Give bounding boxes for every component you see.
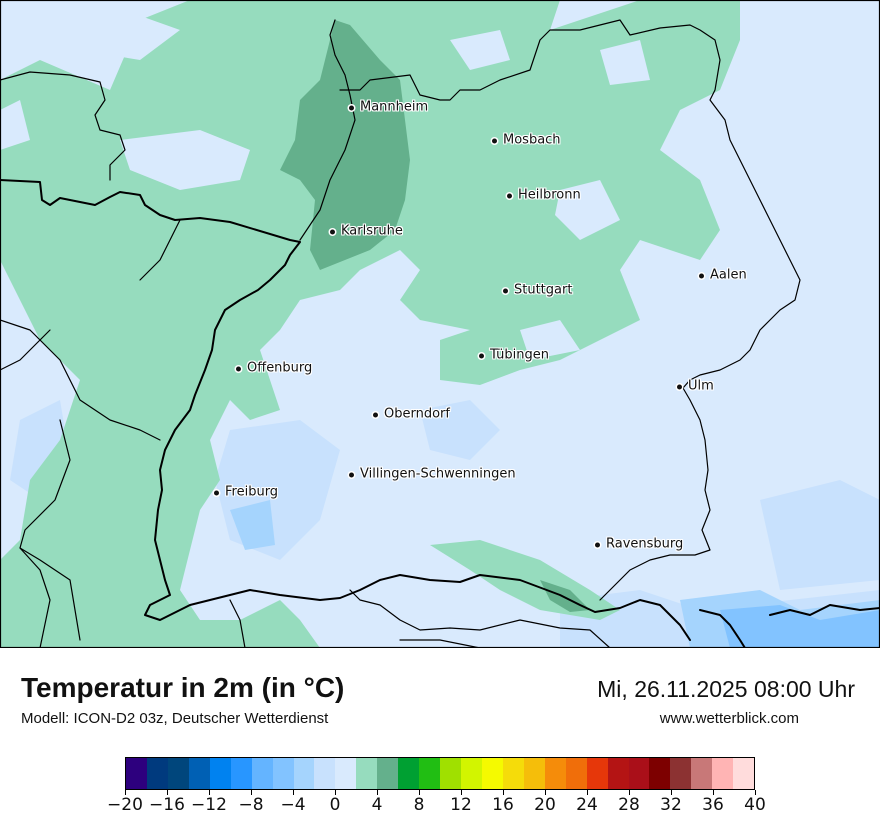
city-label-freiburg: Freiburg: [214, 485, 278, 500]
valid-datetime: Mi, 26.11.2025 08:00 Uhr: [597, 676, 855, 702]
temperature-colorbar: [125, 757, 755, 790]
colorbar-tick-mark: [251, 790, 252, 795]
colorbar-tick-mark: [377, 790, 378, 795]
colorbar-segment: [251, 758, 273, 789]
city-label-oberndorf: Oberndorf: [373, 407, 450, 422]
temperature-field: [0, 0, 880, 648]
city-label-ulm: Ulm: [677, 379, 714, 394]
city-label-aalen: Aalen: [699, 268, 747, 283]
city-dot-icon: [492, 138, 497, 144]
city-label-heilbronn: Heilbronn: [507, 188, 581, 203]
colorbar-ticks: −20 −16 −12 −8 −4 0 4 8 12 16 20 24 28 32 36 40: [107, 790, 766, 830]
city-dot-icon: [677, 384, 682, 390]
colorbar-tick-mark: [167, 790, 168, 795]
city-label-karlsruhe: Karlsruhe: [330, 224, 403, 239]
colorbar-tick-label: 20: [534, 795, 556, 815]
city-label-stuttgart: Stuttgart: [503, 283, 572, 298]
website-link[interactable]: www.wetterblick.com: [659, 710, 799, 727]
colorbar-segment: [502, 758, 524, 789]
colorbar-tick-mark: [587, 790, 588, 795]
colorbar-tick-mark: [293, 790, 294, 795]
city-dot-icon: [236, 366, 241, 372]
colorbar-segment: [314, 758, 336, 789]
colorbar-tick-mark: [461, 790, 462, 795]
colorbar-segment: [272, 758, 294, 789]
colorbar-segment: [335, 758, 357, 789]
colorbar-segment: [293, 758, 315, 789]
colorbar-segment: [649, 758, 671, 789]
colorbar-tick-label: 12: [450, 795, 472, 815]
colorbar-segment: [607, 758, 629, 789]
colorbar-segment: [356, 758, 378, 789]
colorbar-tick-mark: [545, 790, 546, 795]
colorbar-segment: [523, 758, 545, 789]
colorbar-tick-label: 0: [329, 795, 341, 815]
colorbar-tick-label: 40: [744, 795, 766, 815]
colorbar-tick-label: 8: [413, 795, 425, 815]
colorbar-tick-mark: [125, 790, 126, 795]
colorbar-segment: [230, 758, 252, 789]
colorbar-segment: [565, 758, 587, 789]
colorbar-segment: [209, 758, 231, 789]
city-dot-icon: [503, 288, 508, 294]
city-label-ravensburg: Ravensburg: [595, 537, 683, 552]
city-dot-icon: [699, 273, 704, 279]
colorbar-segment: [628, 758, 650, 789]
colorbar-tick-mark: [209, 790, 210, 795]
colorbar-segment: [712, 758, 734, 789]
colorbar-tick-label: 24: [576, 795, 598, 815]
colorbar-segment: [461, 758, 482, 789]
colorbar-tick-label: 36: [702, 795, 724, 815]
colorbar-tick-label: −12: [191, 795, 227, 815]
colorbar-segment: [398, 758, 420, 789]
colorbar-tick-label: 32: [660, 795, 682, 815]
colorbar-segment: [733, 758, 755, 789]
colorbar-tick-mark: [335, 790, 336, 795]
colorbar-tick-label: −4: [280, 795, 306, 815]
city-dot-icon: [507, 193, 512, 199]
colorbar-segment: [586, 758, 608, 789]
colorbar-segment: [188, 758, 210, 789]
colorbar-tick-mark: [755, 790, 756, 795]
colorbar-tick-label: −8: [238, 795, 264, 815]
city-dot-icon: [349, 105, 354, 111]
colorbar-segment: [377, 758, 399, 789]
city-label-mosbach: Mosbach: [492, 133, 561, 148]
colorbar-segment: [167, 758, 189, 789]
colorbar-segment: [544, 758, 566, 789]
colorbar-tick-label: 16: [492, 795, 514, 815]
colorbar-segment: [419, 758, 441, 789]
colorbar-tick-label: 28: [618, 795, 640, 815]
colorbar-tick-mark: [419, 790, 420, 795]
city-dot-icon: [349, 472, 354, 478]
city-label-villingen-schwenningen: Villingen-Schwenningen: [349, 467, 516, 482]
colorbar-segment: [126, 758, 147, 789]
colorbar-tick-label: −20: [107, 795, 143, 815]
colorbar-tick-mark: [503, 790, 504, 795]
colorbar-segment: [670, 758, 692, 789]
colorbar-segment: [440, 758, 461, 789]
city-dot-icon: [373, 412, 378, 418]
model-source: Modell: ICON-D2 03z, Deutscher Wetterdie…: [21, 710, 329, 727]
colorbar-tick-label: 4: [371, 795, 383, 815]
map-title: Temperatur in 2m (in °C): [21, 672, 345, 703]
city-label-tuebingen: Tübingen: [479, 348, 549, 363]
city-label-mannheim: Mannheim: [349, 100, 428, 115]
city-dot-icon: [330, 229, 335, 235]
colorbar-segment: [691, 758, 713, 789]
colorbar-segment: [146, 758, 168, 789]
colorbar-tick-mark: [671, 790, 672, 795]
colorbar-tick-label: −16: [149, 795, 185, 815]
city-label-offenburg: Offenburg: [236, 361, 312, 376]
colorbar-tick-mark: [629, 790, 630, 795]
colorbar-segment: [481, 758, 503, 789]
city-dot-icon: [595, 542, 600, 548]
temperature-map: Mannheim Mosbach Heilbronn Karlsruhe Stu…: [0, 0, 880, 648]
city-dot-icon: [479, 353, 484, 359]
city-dot-icon: [214, 490, 219, 496]
colorbar-tick-mark: [713, 790, 714, 795]
